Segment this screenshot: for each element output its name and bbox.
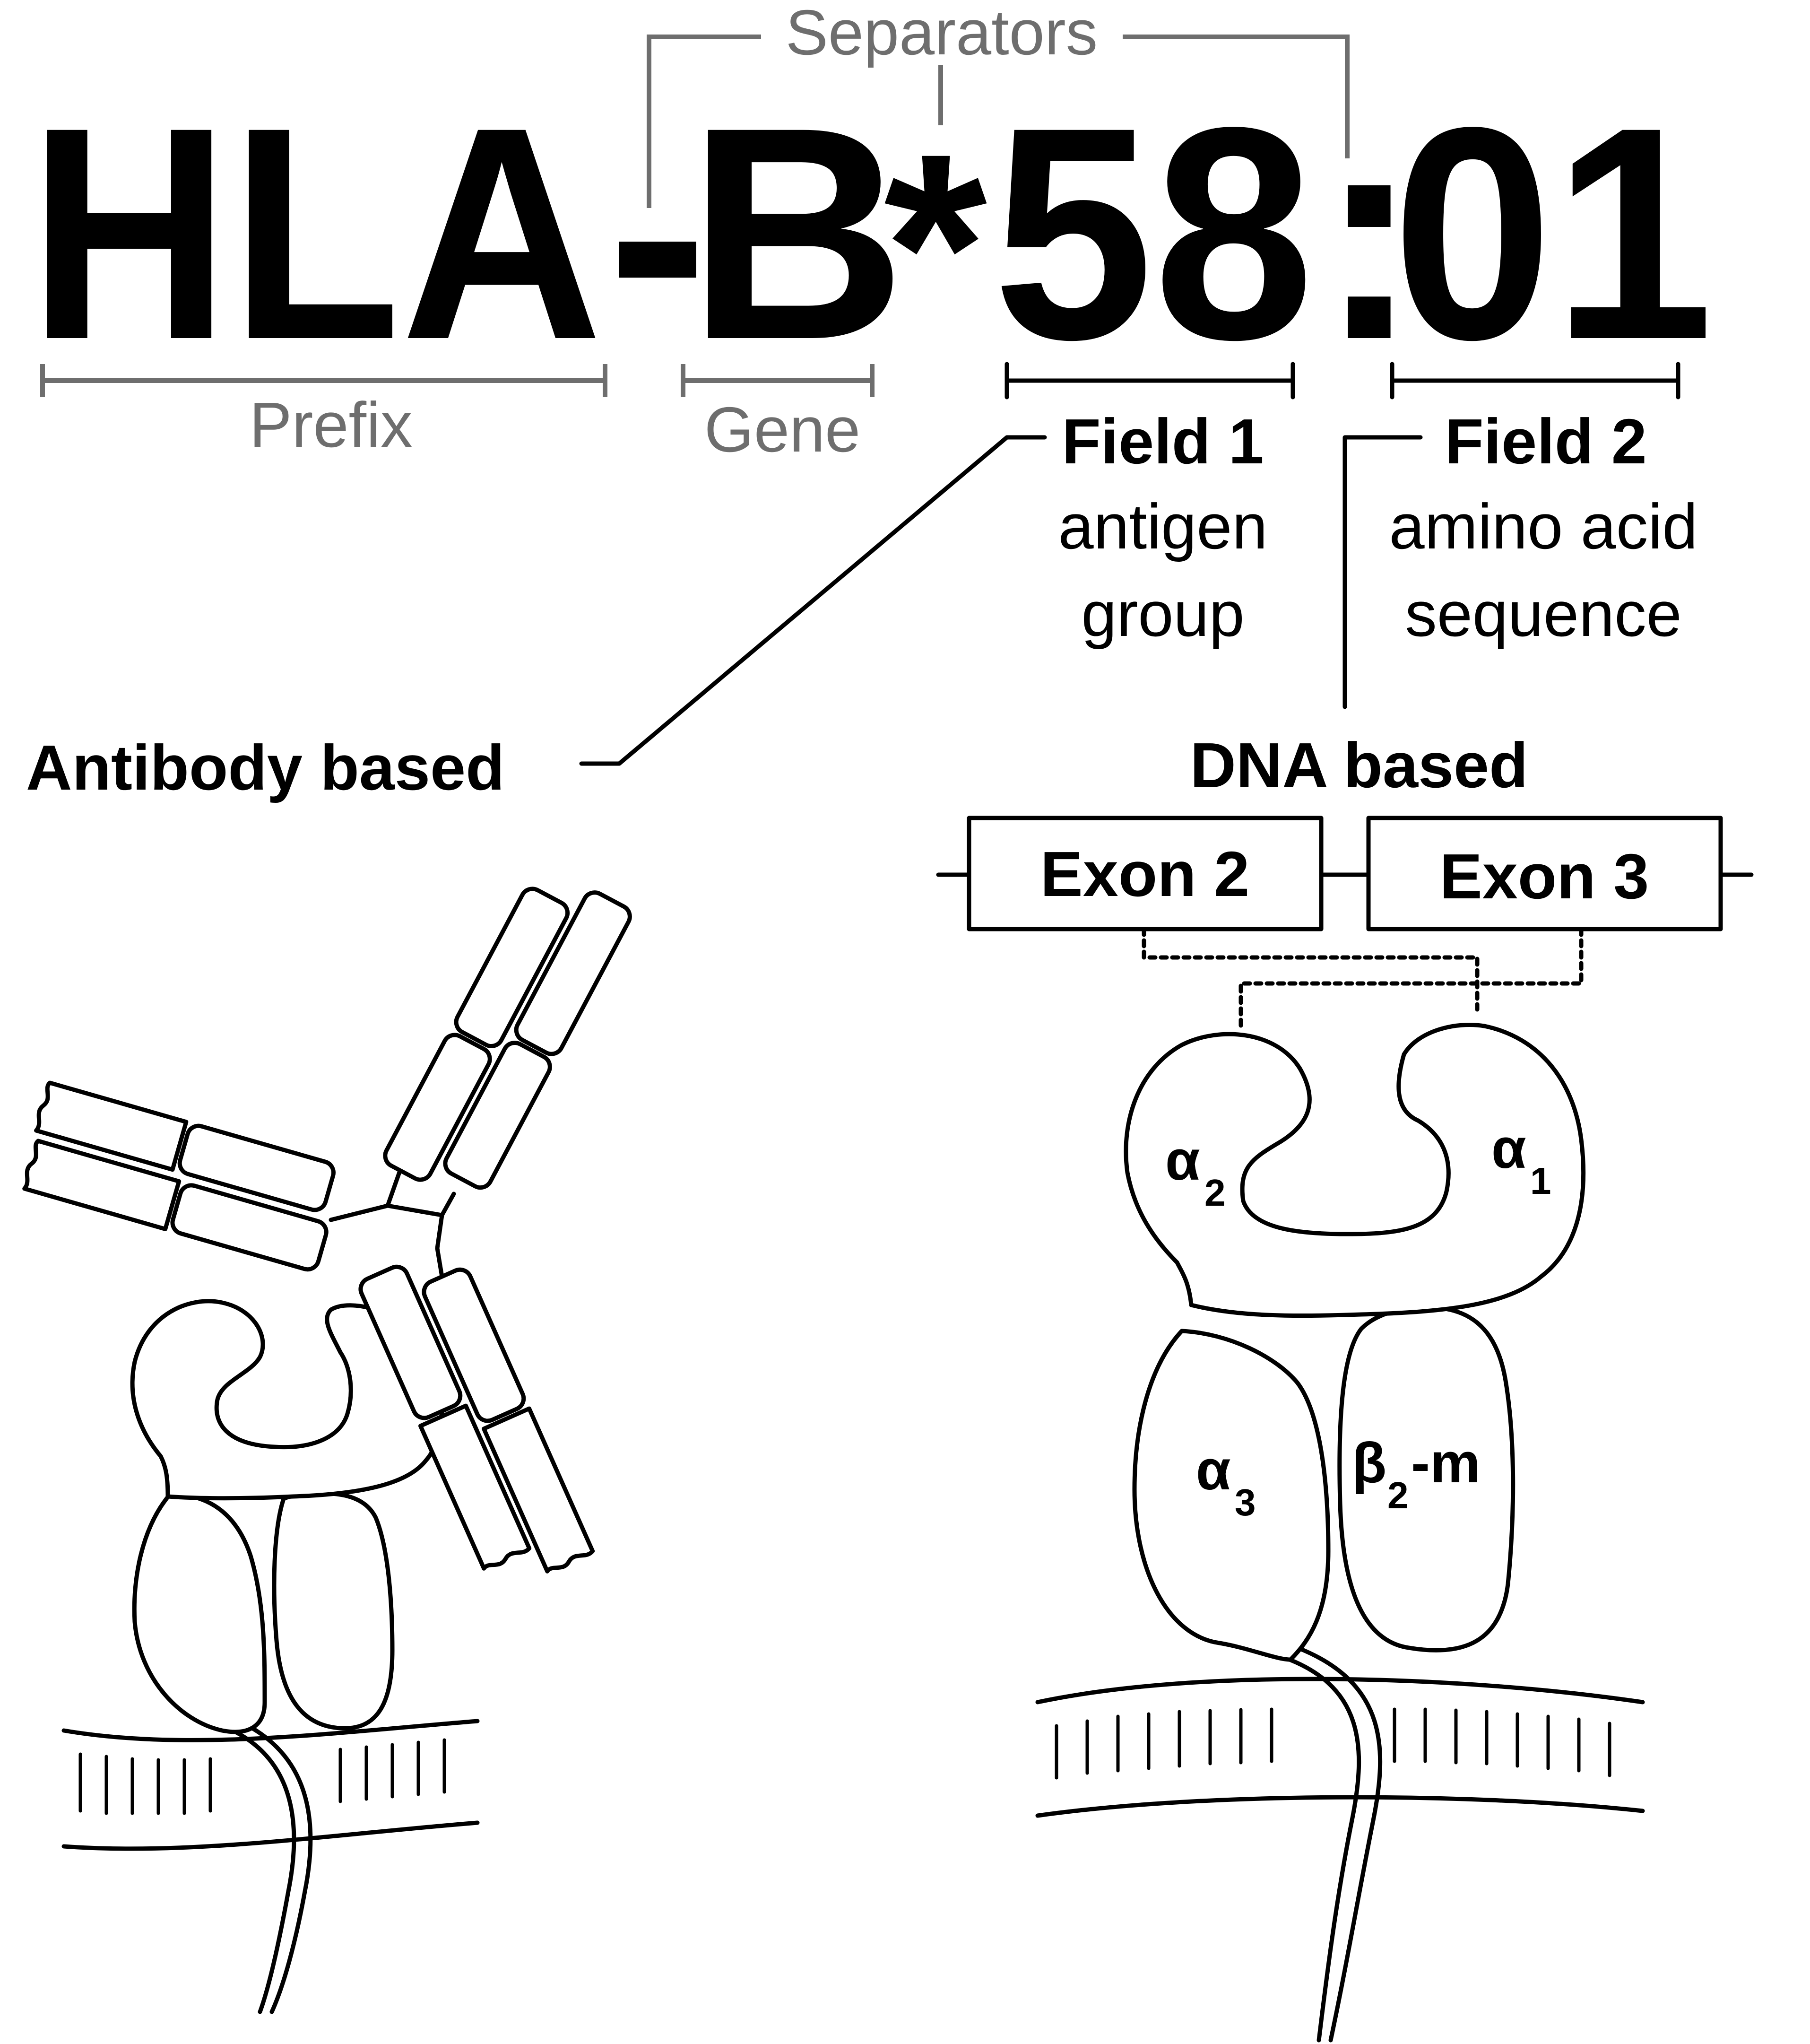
gene-label: Gene [704,394,860,465]
antibody-arm-upper [383,887,632,1190]
antibody [22,887,632,1574]
field2-bracket [1390,362,1680,400]
antibody-domain [482,1406,595,1574]
field2-connector [1342,435,1423,709]
exon3-link [1238,927,1584,1033]
beta2m-domain [1337,1305,1516,1653]
prefix-bracket [40,364,607,397]
beta2m-subscript: 2 [1387,1474,1409,1516]
antibody-arm-left [22,1080,336,1272]
antibody-hinge [329,1203,444,1222]
left-beta2m-domain [272,1491,395,1731]
alpha1-alpha2-domain [1124,1023,1586,1318]
beta2m-suffix: -m [1411,1431,1481,1495]
allele-gene: B [688,64,906,402]
allele-asterisk: * [884,98,987,394]
beta2m-symbol: β [1352,1431,1386,1495]
antibody-domain [514,890,632,1056]
gene-bracket [681,364,875,397]
field1-desc-line2: group [1081,578,1244,650]
cell-membrane-left [61,1719,480,1851]
antibody-domain [418,1403,532,1571]
left-alpha1-alpha2-domain [130,1299,445,1501]
field1-connector [579,435,1047,766]
prefix-label: Prefix [249,389,412,461]
allele-field1: 58 [993,64,1314,402]
antibody-domain [358,1264,463,1420]
field2-desc-line2: sequence [1405,578,1681,650]
exon3-label: Exon 3 [1440,841,1649,912]
beta2m-label: β 2 -m [1352,1431,1481,1516]
alpha3-label: α 3 [1196,1438,1256,1523]
transmembrane-tail-right [1274,1653,1361,2043]
antibody-domain [34,1080,189,1172]
antibody-domain [454,887,570,1048]
exon2-label: Exon 2 [1040,838,1250,910]
exon2-box [967,816,1324,931]
alpha3-symbol: α [1196,1438,1231,1502]
cell-membrane-right [1035,1677,1645,1818]
allele-prefix: HLA [28,64,603,402]
alpha2-label: α 2 [1165,1129,1226,1214]
antibody-arm-lower [358,1264,595,1574]
alpha3-subscript: 3 [1235,1481,1256,1523]
exon-map: Exon 2 Exon 3 [936,816,1754,1033]
dna-based-label: DNA based [1190,730,1528,801]
separators-bracket [647,35,1350,208]
allele-colon: : [1319,64,1420,402]
antibody-domain [443,1041,552,1190]
field1-bracket [1005,362,1295,400]
field2-title: Field 2 [1445,406,1647,477]
allele-name: HLA - B * 58 : 01 [28,64,1714,402]
field1-desc-line1: antigen [1058,491,1268,562]
antibody-domain [177,1123,336,1212]
separators-label: Separators [786,0,1098,68]
antibody-domain [422,1267,526,1423]
membrane-ticks-right [1055,1707,1611,1780]
allele-field2: 01 [1392,64,1714,402]
exon2-link [1142,927,1480,1012]
field2-desc-line1: amino acid [1389,491,1698,562]
field1-title: Field 1 [1062,406,1264,477]
antibody-domain [383,1033,492,1182]
allele-dash: - [607,64,708,402]
exon3-box [1366,816,1723,931]
alpha2-subscript: 2 [1204,1172,1226,1214]
alpha2-symbol: α [1165,1129,1200,1192]
transmembrane-tail-left [220,1723,296,2014]
membrane-ticks-left [78,1738,446,1815]
hla-molecule-right: α 2 α 1 α 3 β 2 -m [1035,1023,1645,2043]
alpha1-label: α 1 [1491,1117,1551,1202]
left-alpha3-domain [132,1492,267,1734]
alpha1-subscript: 1 [1530,1160,1551,1202]
antibody-based-label: Antibody based [26,732,505,803]
antibody-domain [22,1139,182,1231]
alpha1-symbol: α [1491,1117,1526,1180]
antibody-domain [170,1183,329,1272]
hla-molecule-left [61,1299,480,2014]
alpha3-domain [1132,1329,1331,1662]
